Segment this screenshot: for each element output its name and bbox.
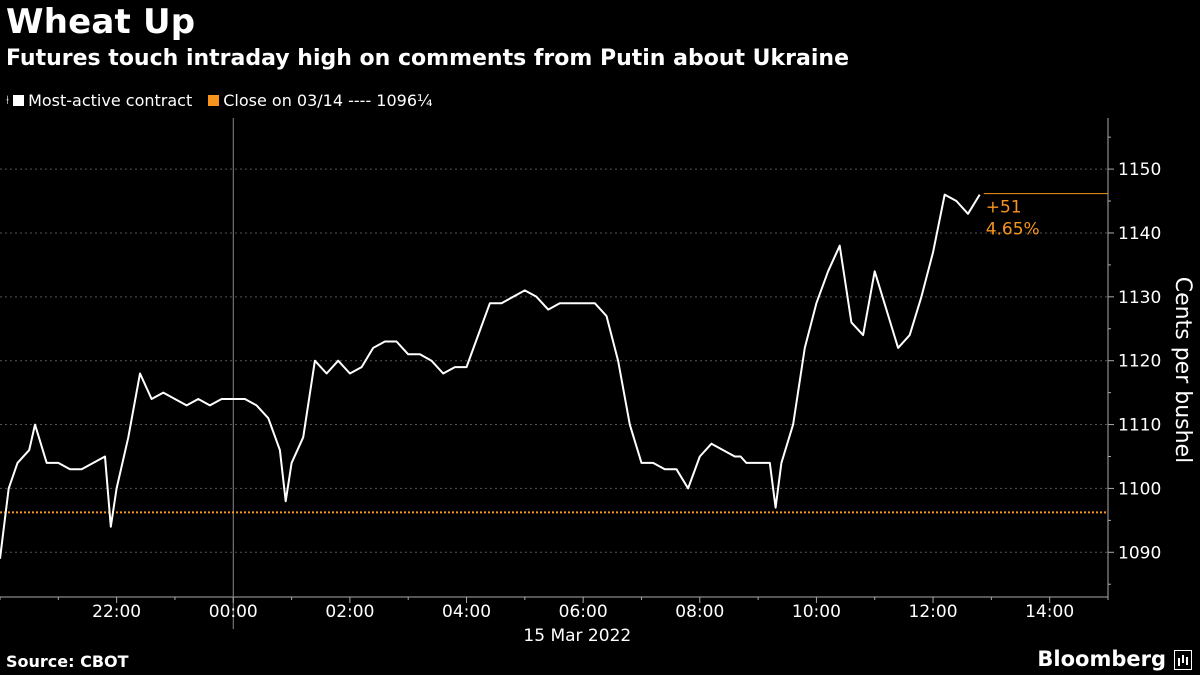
chart-subtitle: Futures touch intraday high on comments …: [6, 46, 849, 71]
legend-label-close: Close on 03/14 ---- 1096¼: [223, 91, 433, 110]
legend-item-series: ⍿ Most-active contract: [6, 91, 192, 110]
y-tick-label: 1090: [1118, 543, 1161, 563]
y-tick-label: 1120: [1118, 352, 1161, 372]
x-tick-label: 08:00: [675, 602, 724, 622]
chart-title: Wheat Up: [6, 2, 196, 42]
y-tick-label: 1100: [1118, 479, 1161, 499]
legend: ⍿ Most-active contract Close on 03/14 --…: [6, 91, 443, 110]
x-tick-label: 10:00: [792, 602, 841, 622]
x-tick-label: 00:00: [209, 602, 258, 622]
brand-logo: Bloomberg: [1037, 647, 1166, 671]
legend-item-close: Close on 03/14 ---- 1096¼: [208, 91, 433, 110]
x-tick-label: 14:00: [1025, 602, 1074, 622]
y-tick-label: 1130: [1118, 288, 1161, 308]
change-label: +51: [986, 198, 1022, 218]
x-tick-label: 22:00: [92, 602, 141, 622]
series-line: [0, 193, 981, 559]
y-tick-label: 1140: [1118, 224, 1161, 244]
terminal-icon: [1174, 650, 1192, 670]
candlestick-icon: ⍿: [6, 93, 10, 107]
source-note: Source: CBOT: [6, 652, 129, 671]
legend-swatch-close: [208, 95, 220, 106]
x-tick-label: 12:00: [909, 602, 958, 622]
y-axis-label: Cents per bushel: [1170, 277, 1195, 463]
x-tick-label: 02:00: [325, 602, 374, 622]
legend-swatch-series: [13, 95, 25, 106]
y-tick-label: 1150: [1118, 160, 1161, 180]
change-pct-label: 4.65%: [986, 220, 1040, 240]
y-tick-label: 1110: [1118, 416, 1161, 436]
x-tick-label: 04:00: [442, 602, 491, 622]
x-date-label: 15 Mar 2022: [523, 626, 631, 646]
x-tick-label: 06:00: [559, 602, 608, 622]
legend-label-series: Most-active contract: [28, 91, 193, 110]
